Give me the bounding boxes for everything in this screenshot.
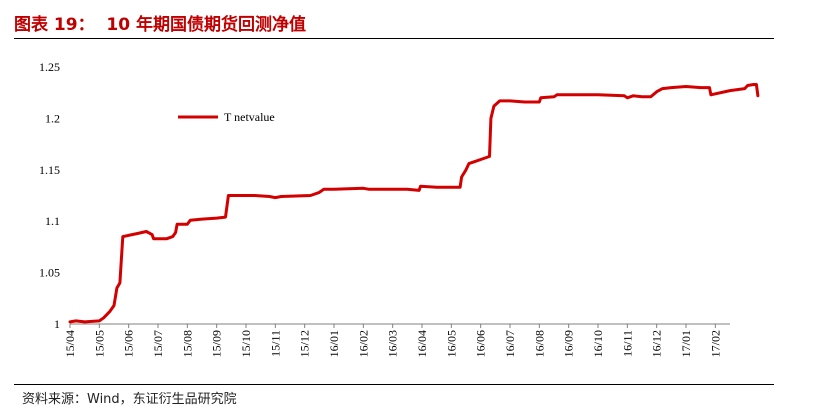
figure-source: 资料来源：Wind，东证衍生品研究院 — [22, 392, 237, 407]
x-tick-label: 16/01 — [327, 330, 341, 357]
x-tick-label: 15/04 — [63, 330, 77, 357]
x-tick-label: 16/04 — [415, 330, 429, 357]
x-tick-label: 15/05 — [92, 330, 106, 357]
x-tick-label: 15/08 — [180, 330, 194, 357]
x-tick-label: 15/12 — [298, 330, 312, 357]
x-tick-label: 16/06 — [474, 330, 488, 357]
x-tick-label: 17/02 — [708, 330, 722, 357]
x-tick-label: 16/12 — [650, 330, 664, 357]
y-tick-label: 1.25 — [39, 60, 60, 74]
chart-legend: T netvalue — [178, 110, 275, 124]
source-rule — [14, 384, 774, 385]
x-tick-label: 16/09 — [562, 330, 576, 357]
figure-title: 图表 19： 10 年期国债期货回测净值 — [14, 15, 306, 35]
y-tick-label: 1.15 — [39, 163, 60, 177]
x-tick-label: 16/05 — [444, 330, 458, 357]
y-tick-label: 1 — [54, 317, 60, 331]
x-tick-label: 15/10 — [239, 330, 253, 357]
x-tick-label: 17/01 — [679, 330, 693, 357]
y-tick-label: 1.1 — [45, 214, 60, 228]
legend-label-t-netvalue: T netvalue — [224, 110, 275, 124]
x-tick-label: 16/03 — [386, 330, 400, 357]
x-tick-label: 16/08 — [532, 330, 546, 357]
x-axis-ticks: 15/04 15/05 15/06 15/07 15/08 15/09 15/10 15/11… — [63, 324, 722, 357]
x-tick-label: 15/11 — [268, 330, 282, 357]
x-tick-label: 16/11 — [620, 330, 634, 357]
y-tick-label: 1.2 — [45, 111, 60, 125]
y-tick-label: 1.05 — [39, 266, 60, 280]
x-tick-label: 15/07 — [151, 330, 165, 357]
x-tick-label: 16/07 — [503, 330, 517, 357]
series-line-t-netvalue — [68, 83, 760, 324]
x-tick-label: 16/10 — [591, 330, 605, 357]
x-tick-label: 16/02 — [356, 330, 370, 357]
series-layer — [68, 83, 760, 324]
x-tick-label: 15/09 — [210, 330, 224, 357]
y-axis-ticks: 1 1.05 1.1 1.15 1.2 1.25 — [39, 60, 60, 331]
title-rule — [14, 38, 774, 39]
x-tick-label: 15/06 — [122, 330, 136, 357]
